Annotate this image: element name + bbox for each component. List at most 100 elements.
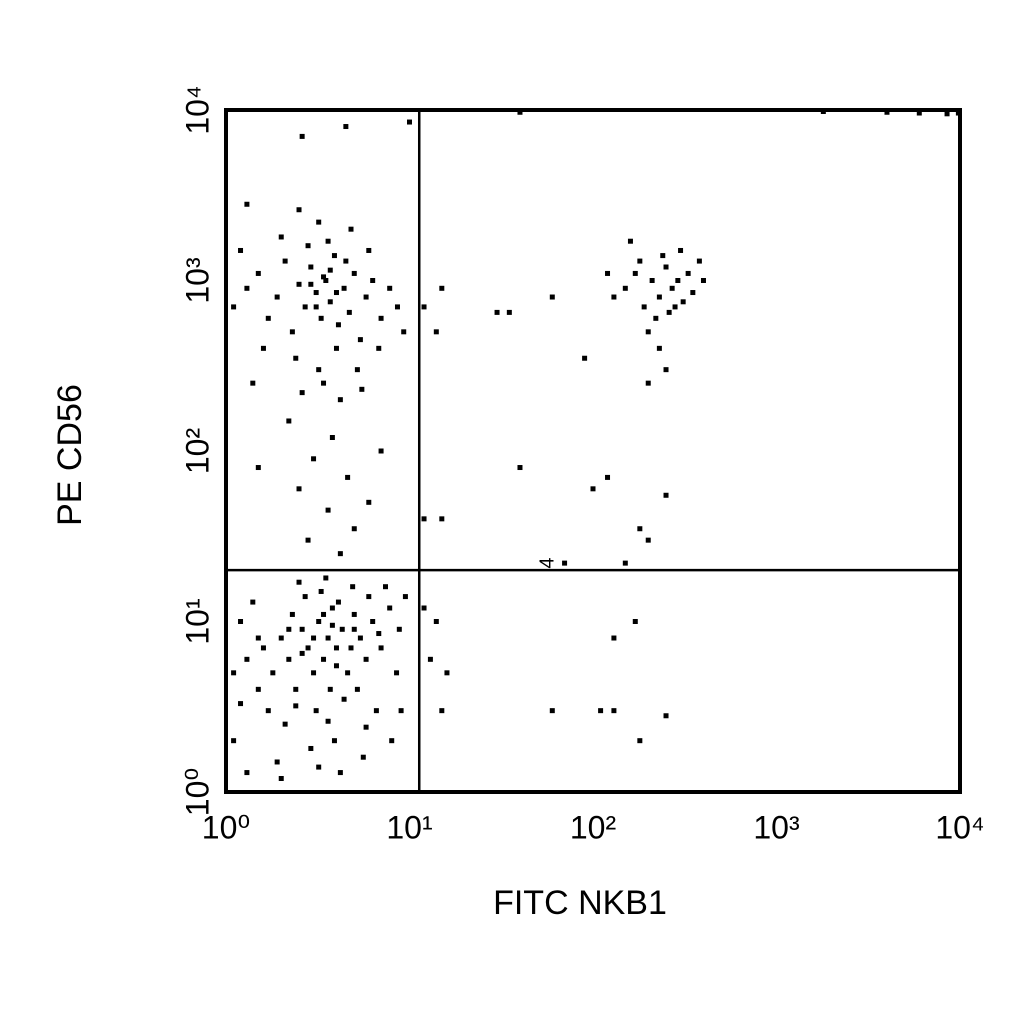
data-point xyxy=(316,219,322,225)
data-point xyxy=(653,315,659,321)
data-point xyxy=(433,329,439,335)
data-point xyxy=(308,745,314,751)
data-point xyxy=(327,267,333,273)
data-point xyxy=(645,380,651,386)
data-point xyxy=(333,663,339,669)
data-point xyxy=(360,754,366,760)
data-point xyxy=(341,696,347,702)
data-point xyxy=(255,465,261,471)
data-point xyxy=(321,380,327,386)
data-point xyxy=(318,315,324,321)
data-point xyxy=(370,619,376,624)
data-point xyxy=(335,599,341,605)
data-point xyxy=(296,486,302,492)
data-point xyxy=(649,278,655,283)
data-point xyxy=(363,656,369,662)
data-point xyxy=(278,635,284,641)
data-point xyxy=(669,285,675,291)
data-point xyxy=(354,686,360,692)
data-point xyxy=(627,238,633,244)
data-point xyxy=(337,770,343,776)
data-point xyxy=(308,264,314,270)
data-point xyxy=(637,738,643,744)
data-point xyxy=(605,474,611,480)
data-point xyxy=(517,465,523,471)
data-point xyxy=(622,285,628,291)
x-tick-label: 10¹ xyxy=(386,809,432,845)
data-point xyxy=(354,367,360,373)
y-tick-label: 10⁰ xyxy=(179,768,215,816)
data-point xyxy=(605,270,611,276)
data-point xyxy=(343,124,349,130)
data-point xyxy=(421,304,427,310)
data-point xyxy=(884,109,890,115)
data-point xyxy=(376,345,382,351)
data-point xyxy=(318,588,324,594)
data-point xyxy=(373,708,379,714)
data-point xyxy=(663,713,669,719)
data-point xyxy=(350,584,356,590)
data-point xyxy=(321,656,327,662)
data-point xyxy=(672,304,678,310)
data-point xyxy=(329,605,335,611)
data-point xyxy=(244,285,250,291)
data-point xyxy=(378,315,384,321)
quadrant-annotation: 4 xyxy=(536,557,558,568)
data-point xyxy=(675,278,681,283)
data-point xyxy=(494,309,500,315)
data-point xyxy=(421,516,427,522)
data-point xyxy=(311,456,317,462)
data-point xyxy=(238,619,244,624)
data-point xyxy=(255,270,261,276)
data-point xyxy=(289,611,295,617)
x-tick-label: 10⁰ xyxy=(202,809,250,845)
data-point xyxy=(351,270,357,276)
data-point xyxy=(433,619,439,624)
data-point xyxy=(299,650,305,656)
data-point xyxy=(582,355,588,361)
data-point xyxy=(333,345,339,351)
data-point xyxy=(329,434,335,440)
data-point xyxy=(363,724,369,730)
data-point xyxy=(286,656,292,662)
data-point xyxy=(299,626,305,632)
data-point xyxy=(351,626,357,632)
data-point xyxy=(944,111,950,117)
data-point xyxy=(549,708,555,714)
y-tick-label: 10² xyxy=(179,428,215,475)
data-point xyxy=(351,611,357,617)
y-axis-label: PE CD56 xyxy=(51,384,89,526)
data-point xyxy=(316,619,322,624)
data-point xyxy=(396,626,402,632)
data-point xyxy=(641,304,647,310)
data-point xyxy=(265,708,271,714)
data-point xyxy=(341,285,347,291)
data-point xyxy=(238,247,244,253)
data-point xyxy=(305,645,311,651)
x-axis-label: FITC NKB1 xyxy=(493,884,667,922)
data-point xyxy=(299,133,305,139)
data-point xyxy=(663,367,669,373)
data-point xyxy=(562,560,568,566)
data-point xyxy=(325,238,331,244)
data-point xyxy=(265,315,271,321)
data-point xyxy=(663,492,669,498)
data-point xyxy=(255,635,261,641)
data-point xyxy=(345,474,351,480)
data-point xyxy=(308,281,314,287)
data-point xyxy=(238,701,244,707)
data-point xyxy=(325,507,331,513)
data-point xyxy=(313,304,319,310)
data-point xyxy=(296,579,302,585)
data-point xyxy=(331,738,337,744)
data-point xyxy=(366,247,372,253)
data-point xyxy=(325,635,331,641)
data-point xyxy=(387,605,393,611)
data-point xyxy=(323,575,329,581)
data-point xyxy=(590,486,596,492)
data-point xyxy=(316,367,322,373)
x-tick-label: 10³ xyxy=(753,809,800,845)
data-point xyxy=(383,584,389,590)
